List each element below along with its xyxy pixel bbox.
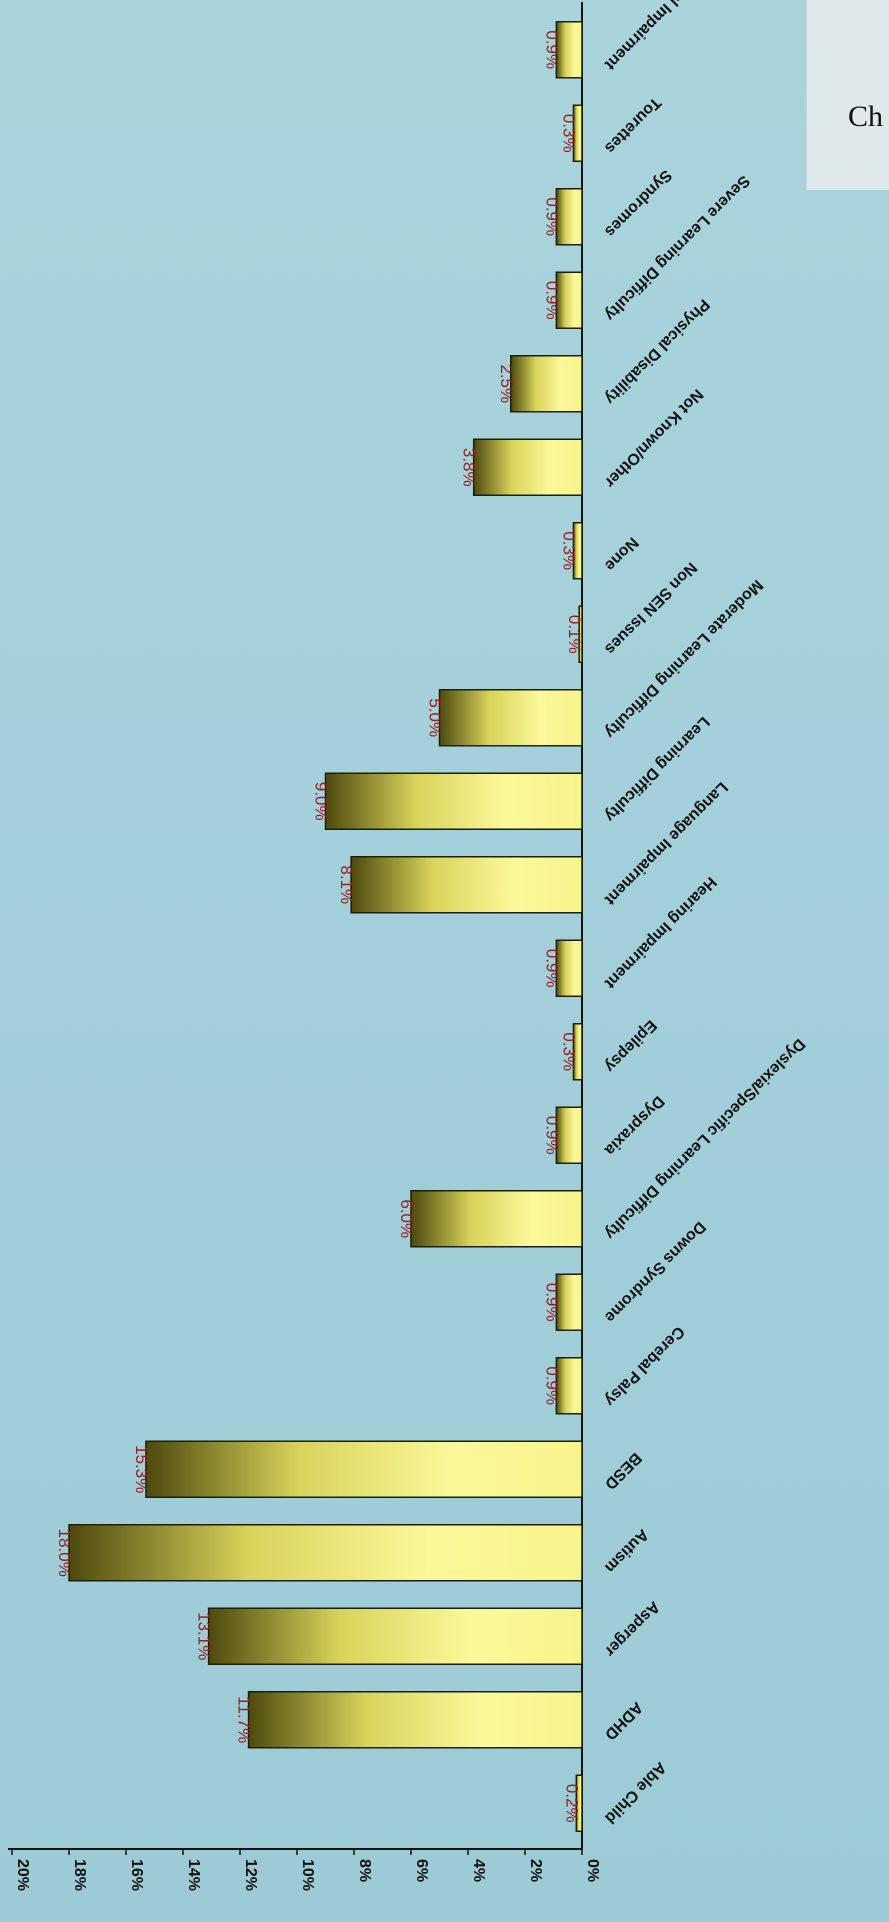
category-label: Cerebal Palsy [601,1323,687,1409]
bar [438,689,583,747]
bar [207,1607,583,1665]
data-label: 0.9% [542,1116,561,1155]
bar [555,271,583,329]
bar [247,1691,583,1749]
y-tick-label: 20% [14,1859,31,1891]
category-label: Visual Impairment [601,0,711,73]
category-label: Syndromes [601,166,675,240]
y-tick-label: 2% [527,1859,544,1882]
category-label: Epilepsy [601,1016,660,1075]
data-label: 18.0% [55,1529,74,1577]
bar [575,1774,583,1832]
data-label: 5.0% [426,698,445,737]
bar [324,772,583,830]
data-label: 0.1% [565,615,584,654]
category-label: Able Child [601,1758,669,1826]
data-label: 0.9% [542,949,561,988]
bar [555,188,583,246]
bar [572,104,583,162]
category-label: Autism [601,1526,651,1576]
bar [472,438,583,496]
y-tick-label: 0% [584,1859,601,1882]
bar [555,939,583,997]
category-label: BESD [601,1449,644,1492]
y-tick-label: 10% [299,1859,316,1891]
bar [555,1106,583,1164]
data-label: 0.3% [559,531,578,570]
category-label: Tourettes [601,94,664,157]
data-label: 0.9% [542,1283,561,1322]
bar [578,605,583,663]
data-label: 0.3% [559,1032,578,1071]
data-label: 2.5% [497,364,516,403]
data-label: 13.1% [195,1612,214,1660]
y-tick-label: 14% [185,1859,202,1891]
data-label: 6.0% [397,1199,416,1238]
bar [350,856,583,914]
category-label: Non SEN Issues [601,559,700,658]
data-label: 3.8% [460,448,479,487]
chart-title: Ch [848,100,884,133]
bar [68,1524,583,1582]
chart-title-box [806,0,889,190]
data-label: 0.9% [542,281,561,320]
data-label: 15.3% [132,1445,151,1493]
y-tick-label: 8% [356,1859,373,1882]
y-tick-label: 4% [470,1859,487,1882]
data-label: 8.1% [337,865,356,904]
category-label: Severe Learning Difficulty [601,172,753,324]
data-label: 0.9% [542,1366,561,1405]
bar [410,1190,583,1248]
category-label: None [601,534,641,574]
category-label: Moderate Learning Difficulty [601,576,766,741]
y-tick-label: 6% [413,1859,430,1882]
bar [555,21,583,79]
y-tick-label: 16% [128,1859,145,1891]
data-label: 0.9% [542,197,561,236]
data-label: 11.7% [235,1696,254,1743]
category-label: ADHD [601,1698,646,1743]
data-label: 0.3% [559,114,578,153]
bar [555,1273,583,1331]
y-tick-label: 18% [71,1859,88,1891]
bar [510,355,583,413]
data-label: 0.9% [542,30,561,69]
bar [572,1023,583,1081]
bar [572,522,583,580]
category-label: Asperger [601,1598,663,1660]
category-label: Dyspraxia [601,1092,667,1158]
data-label: 9.0% [312,782,331,821]
bar [555,1357,583,1415]
data-label: 0.2% [562,1784,581,1823]
bar [145,1440,583,1498]
y-tick-label: 12% [242,1859,259,1891]
